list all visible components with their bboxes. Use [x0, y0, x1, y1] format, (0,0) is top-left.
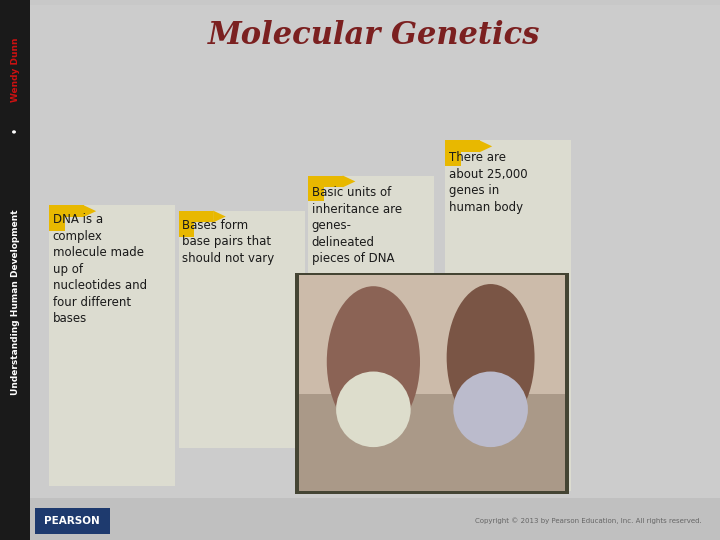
FancyBboxPatch shape [179, 211, 213, 222]
FancyBboxPatch shape [445, 140, 461, 166]
Text: Basic units of
inheritance are
genes-
delineated
pieces of DNA: Basic units of inheritance are genes- de… [312, 186, 402, 265]
FancyBboxPatch shape [179, 211, 194, 237]
FancyBboxPatch shape [49, 205, 175, 486]
FancyBboxPatch shape [445, 140, 480, 152]
FancyBboxPatch shape [30, 5, 720, 500]
FancyBboxPatch shape [35, 508, 110, 534]
Polygon shape [480, 140, 492, 152]
FancyBboxPatch shape [49, 205, 84, 217]
Text: PEARSON: PEARSON [44, 516, 100, 525]
FancyBboxPatch shape [299, 275, 565, 394]
FancyBboxPatch shape [308, 176, 343, 187]
Text: Wendy Dunn: Wendy Dunn [11, 38, 19, 103]
FancyBboxPatch shape [30, 498, 720, 540]
Ellipse shape [336, 372, 410, 447]
Text: Understanding Human Development: Understanding Human Development [11, 210, 19, 395]
Polygon shape [84, 205, 96, 217]
Ellipse shape [327, 286, 420, 437]
Text: There are
about 25,000
genes in
human body: There are about 25,000 genes in human bo… [449, 151, 527, 214]
Text: Molecular Genetics: Molecular Genetics [208, 19, 541, 51]
Text: Bases form
base pairs that
should not vary: Bases form base pairs that should not va… [182, 219, 274, 265]
Polygon shape [343, 176, 356, 187]
Ellipse shape [454, 372, 528, 447]
FancyBboxPatch shape [308, 176, 324, 201]
Polygon shape [213, 211, 226, 222]
FancyBboxPatch shape [445, 140, 571, 491]
Text: •: • [10, 126, 20, 133]
FancyBboxPatch shape [49, 205, 65, 231]
Ellipse shape [446, 284, 534, 431]
Text: DNA is a
complex
molecule made
up of
nucleotides and
four different
bases: DNA is a complex molecule made up of nuc… [53, 213, 147, 325]
FancyBboxPatch shape [299, 275, 565, 491]
Text: Copyright © 2013 by Pearson Education, Inc. All rights reserved.: Copyright © 2013 by Pearson Education, I… [475, 517, 702, 524]
FancyBboxPatch shape [179, 211, 305, 448]
FancyBboxPatch shape [295, 273, 569, 494]
FancyBboxPatch shape [308, 176, 434, 472]
FancyBboxPatch shape [0, 0, 30, 540]
